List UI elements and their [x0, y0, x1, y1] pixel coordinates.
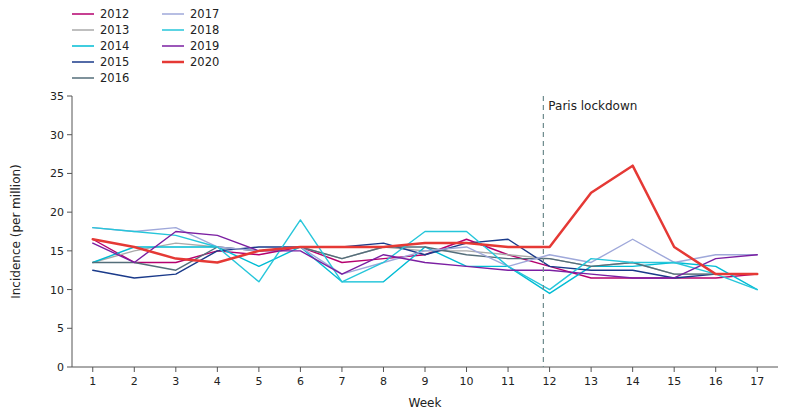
- x-tick: [258, 367, 259, 372]
- x-tick-label: 11: [501, 375, 515, 388]
- x-tick-label: 1: [89, 375, 96, 388]
- legend-swatch: [72, 61, 94, 63]
- legend-swatch: [162, 29, 184, 31]
- legend-label: 2020: [190, 55, 219, 69]
- x-tick: [92, 367, 93, 372]
- y-tick: [67, 289, 72, 290]
- legend-label: 2019: [190, 39, 219, 53]
- y-tick: [67, 134, 72, 135]
- y-tick-label: 25: [50, 167, 64, 180]
- series-line: [93, 239, 757, 278]
- y-tick: [67, 250, 72, 251]
- y-tick: [67, 212, 72, 213]
- y-tick-label: 30: [50, 129, 64, 142]
- x-tick-label: 17: [750, 375, 764, 388]
- y-axis-label: Incidence (per million): [9, 164, 23, 299]
- legend-label: 2014: [100, 39, 129, 53]
- annotation-line: [543, 96, 544, 367]
- x-axis-label: Week: [409, 396, 442, 410]
- legend-swatch: [162, 13, 184, 15]
- y-axis-line: [72, 96, 73, 367]
- legend-swatch: [72, 13, 94, 15]
- x-tick-label: 6: [297, 375, 304, 388]
- x-tick: [549, 367, 550, 372]
- x-tick: [466, 367, 467, 372]
- x-tick-label: 14: [626, 375, 640, 388]
- series-line: [93, 228, 757, 274]
- series-line: [93, 232, 757, 278]
- x-tick: [341, 367, 342, 372]
- legend-swatch: [72, 45, 94, 47]
- x-tick: [217, 367, 218, 372]
- y-tick-label: 35: [50, 90, 64, 103]
- x-tick: [757, 367, 758, 372]
- chart-svg: 123456789101112131415161705101520253035W…: [0, 0, 800, 417]
- annotation-label: Paris lockdown: [548, 99, 637, 113]
- y-tick: [67, 173, 72, 174]
- x-tick-label: 3: [172, 375, 179, 388]
- legend-swatch: [72, 29, 94, 31]
- chart-container: 123456789101112131415161705101520253035W…: [0, 0, 800, 417]
- x-tick-label: 5: [255, 375, 262, 388]
- x-tick: [383, 367, 384, 372]
- y-tick: [67, 96, 72, 97]
- x-tick: [715, 367, 716, 372]
- x-tick-label: 10: [460, 375, 474, 388]
- y-tick-label: 5: [57, 322, 64, 335]
- plot-area: [93, 96, 757, 367]
- y-tick-label: 15: [50, 245, 64, 258]
- y-tick-label: 20: [50, 206, 64, 219]
- x-tick-label: 16: [709, 375, 723, 388]
- x-tick-label: 8: [380, 375, 387, 388]
- legend: 2012 2013 2014 2015 2016 2017 2018 2019 2020: [72, 7, 219, 85]
- x-tick: [674, 367, 675, 372]
- legend-label: 2017: [190, 7, 219, 21]
- x-tick-label: 7: [338, 375, 345, 388]
- x-tick: [134, 367, 135, 372]
- series-line: [93, 220, 757, 290]
- legend-swatch: [162, 45, 184, 47]
- y-tick-label: 10: [50, 284, 64, 297]
- x-tick-label: 9: [422, 375, 429, 388]
- legend-label: 2013: [100, 23, 129, 37]
- y-tick-label: 0: [57, 361, 64, 374]
- x-tick-label: 2: [131, 375, 138, 388]
- x-tick: [425, 367, 426, 372]
- x-tick: [300, 367, 301, 372]
- legend-label: 2015: [100, 55, 129, 69]
- legend-label: 2016: [100, 71, 129, 85]
- x-tick: [632, 367, 633, 372]
- series-line: [93, 166, 757, 274]
- x-tick: [508, 367, 509, 372]
- x-tick-label: 15: [667, 375, 681, 388]
- x-tick: [591, 367, 592, 372]
- legend-label: 2018: [190, 23, 219, 37]
- legend-swatch: [162, 61, 184, 64]
- legend-swatch: [72, 77, 94, 79]
- y-tick: [67, 328, 72, 329]
- series-line: [93, 239, 757, 278]
- legend-label: 2012: [100, 7, 129, 21]
- x-tick: [175, 367, 176, 372]
- x-tick-label: 12: [543, 375, 557, 388]
- y-tick: [67, 367, 72, 368]
- x-tick-label: 13: [584, 375, 598, 388]
- x-tick-label: 4: [214, 375, 221, 388]
